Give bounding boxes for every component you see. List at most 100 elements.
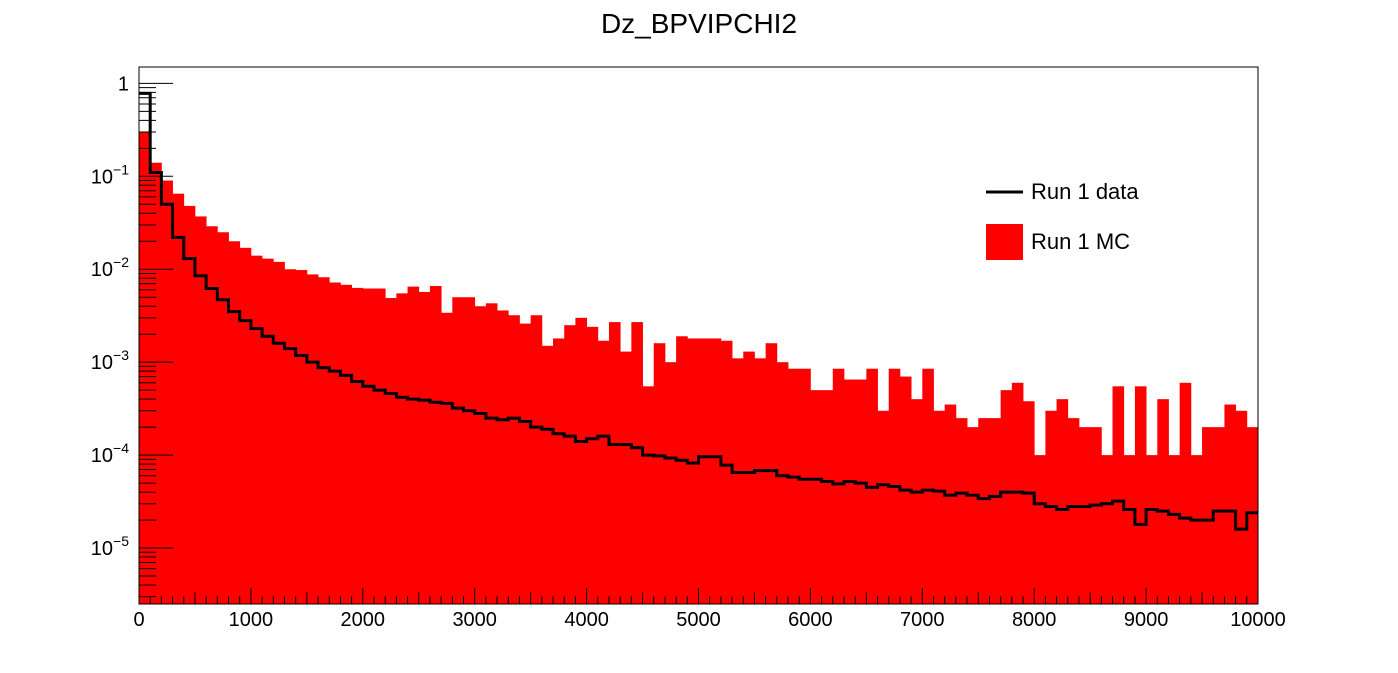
mc-histogram-bar bbox=[709, 338, 722, 604]
y-tick-label: 10−3 bbox=[91, 347, 129, 374]
mc-histogram-bar bbox=[821, 390, 834, 604]
mc-histogram-bar bbox=[452, 297, 464, 604]
mc-histogram-bar bbox=[1235, 410, 1248, 604]
mc-histogram-bar bbox=[183, 205, 196, 604]
mc-histogram-bar bbox=[776, 362, 789, 604]
x-tick-label: 1000 bbox=[229, 609, 274, 631]
mc-histogram-bar bbox=[429, 286, 442, 604]
mc-histogram-bar bbox=[597, 340, 610, 604]
mc-histogram-bar bbox=[217, 232, 229, 604]
legend-fill-swatch bbox=[986, 224, 1023, 260]
mc-histogram-bar bbox=[1078, 427, 1091, 604]
mc-histogram-bar bbox=[1213, 427, 1225, 604]
mc-histogram-bar bbox=[1090, 427, 1102, 604]
mc-histogram-bar bbox=[732, 358, 744, 604]
mc-histogram-bar bbox=[1134, 386, 1147, 604]
mc-histogram-bar bbox=[1123, 455, 1136, 604]
x-tick-label: 7000 bbox=[900, 609, 945, 631]
mc-histogram-bar bbox=[1168, 455, 1181, 604]
mc-histogram-bar bbox=[620, 351, 632, 604]
mc-histogram-bar bbox=[608, 322, 621, 604]
mc-histogram-bar bbox=[295, 270, 308, 604]
mc-histogram-bar bbox=[1224, 404, 1237, 604]
mc-histogram-bar bbox=[306, 274, 319, 604]
mc-histogram-bar bbox=[1146, 455, 1158, 604]
mc-histogram-bar bbox=[810, 390, 822, 604]
mc-histogram-bar bbox=[329, 282, 341, 604]
mc-histogram-bar bbox=[284, 269, 297, 604]
mc-histogram-bar bbox=[1202, 427, 1214, 604]
mc-histogram-bar bbox=[877, 410, 890, 604]
data-step-line bbox=[139, 91, 1258, 531]
mc-histogram-bar bbox=[788, 368, 800, 604]
mc-histogram-bar bbox=[239, 247, 252, 604]
mc-histogram-bar bbox=[250, 255, 263, 604]
mc-histogram-bar bbox=[373, 288, 386, 604]
mc-histogram-bar bbox=[441, 312, 453, 604]
mc-histogram-bar bbox=[508, 315, 520, 604]
x-tick-label: 0 bbox=[133, 609, 144, 631]
mc-histogram-bar bbox=[653, 343, 666, 604]
x-tick-label: 2000 bbox=[341, 609, 386, 631]
mc-histogram-bar bbox=[978, 418, 990, 604]
mc-histogram-bar bbox=[161, 180, 173, 604]
mc-histogram-bar bbox=[340, 284, 353, 604]
mc-histogram-bar bbox=[385, 298, 397, 604]
mc-histogram-bar bbox=[955, 418, 968, 604]
mc-histogram-bar bbox=[139, 131, 151, 604]
mc-histogram-bar bbox=[396, 293, 408, 604]
mc-histogram-bar bbox=[485, 303, 498, 604]
mc-histogram-bar bbox=[194, 216, 207, 604]
mc-histogram-bar bbox=[497, 310, 509, 604]
mc-histogram-bar bbox=[1157, 399, 1169, 604]
mc-histogram-bar bbox=[318, 277, 330, 604]
mc-histogram-bar bbox=[228, 241, 241, 604]
mc-histogram-bar bbox=[530, 315, 543, 604]
x-tick-label: 4000 bbox=[564, 609, 609, 631]
x-tick-label: 8000 bbox=[1012, 609, 1057, 631]
mc-histogram-bar bbox=[1179, 382, 1192, 604]
mc-histogram-bar bbox=[720, 340, 733, 604]
mc-histogram-bar bbox=[564, 325, 576, 604]
mc-histogram-bar bbox=[262, 258, 274, 604]
chart-title: Dz_BPVIPCHI2 bbox=[601, 8, 797, 39]
mc-histogram-bar bbox=[351, 287, 364, 604]
mc-histogram-bar bbox=[1034, 455, 1046, 604]
mc-histogram-bar bbox=[676, 336, 688, 604]
mc-histogram-bar bbox=[754, 358, 767, 604]
legend-label: Run 1 data bbox=[1031, 179, 1139, 204]
y-tick-label: 10−2 bbox=[91, 254, 129, 281]
mc-histogram-bar bbox=[1023, 401, 1035, 604]
y-tick-label: 10−5 bbox=[91, 533, 129, 560]
mc-histogram-bar bbox=[1067, 418, 1080, 604]
mc-histogram-bar bbox=[273, 261, 285, 604]
mc-histogram-bar bbox=[1101, 455, 1113, 604]
mc-histogram-bar bbox=[855, 379, 867, 604]
mc-histogram-bar bbox=[843, 379, 856, 604]
mc-histogram-bar bbox=[172, 193, 185, 604]
mc-histogram-bar bbox=[519, 323, 532, 604]
mc-histogram-bar bbox=[474, 306, 487, 604]
mc-histogram-bar bbox=[553, 338, 565, 604]
legend-label: Run 1 MC bbox=[1031, 229, 1130, 254]
mc-histogram-bar bbox=[933, 410, 946, 604]
mc-histogram-bar bbox=[832, 368, 845, 604]
mc-histogram-bar bbox=[1056, 399, 1069, 604]
mc-histogram-bar bbox=[631, 322, 643, 604]
mc-histogram-bar bbox=[463, 297, 476, 604]
mc-histogram-bar bbox=[1190, 455, 1203, 604]
mc-histogram-bar bbox=[664, 362, 677, 604]
y-tick-label: 1 bbox=[118, 73, 129, 95]
mc-histogram-bar bbox=[989, 418, 1002, 604]
mc-histogram-bar bbox=[967, 427, 979, 604]
x-tick-label: 10000 bbox=[1230, 609, 1286, 631]
y-tick-label: 10−4 bbox=[91, 440, 129, 467]
mc-histogram-bar bbox=[799, 368, 811, 604]
mc-histogram-bar bbox=[206, 226, 218, 604]
y-tick-label: 10−1 bbox=[91, 161, 129, 188]
mc-histogram-bar bbox=[911, 399, 923, 604]
mc-histogram-bar bbox=[407, 286, 420, 604]
x-tick-label: 3000 bbox=[452, 609, 497, 631]
mc-histogram-bar bbox=[765, 343, 778, 604]
x-tick-label: 6000 bbox=[788, 609, 833, 631]
